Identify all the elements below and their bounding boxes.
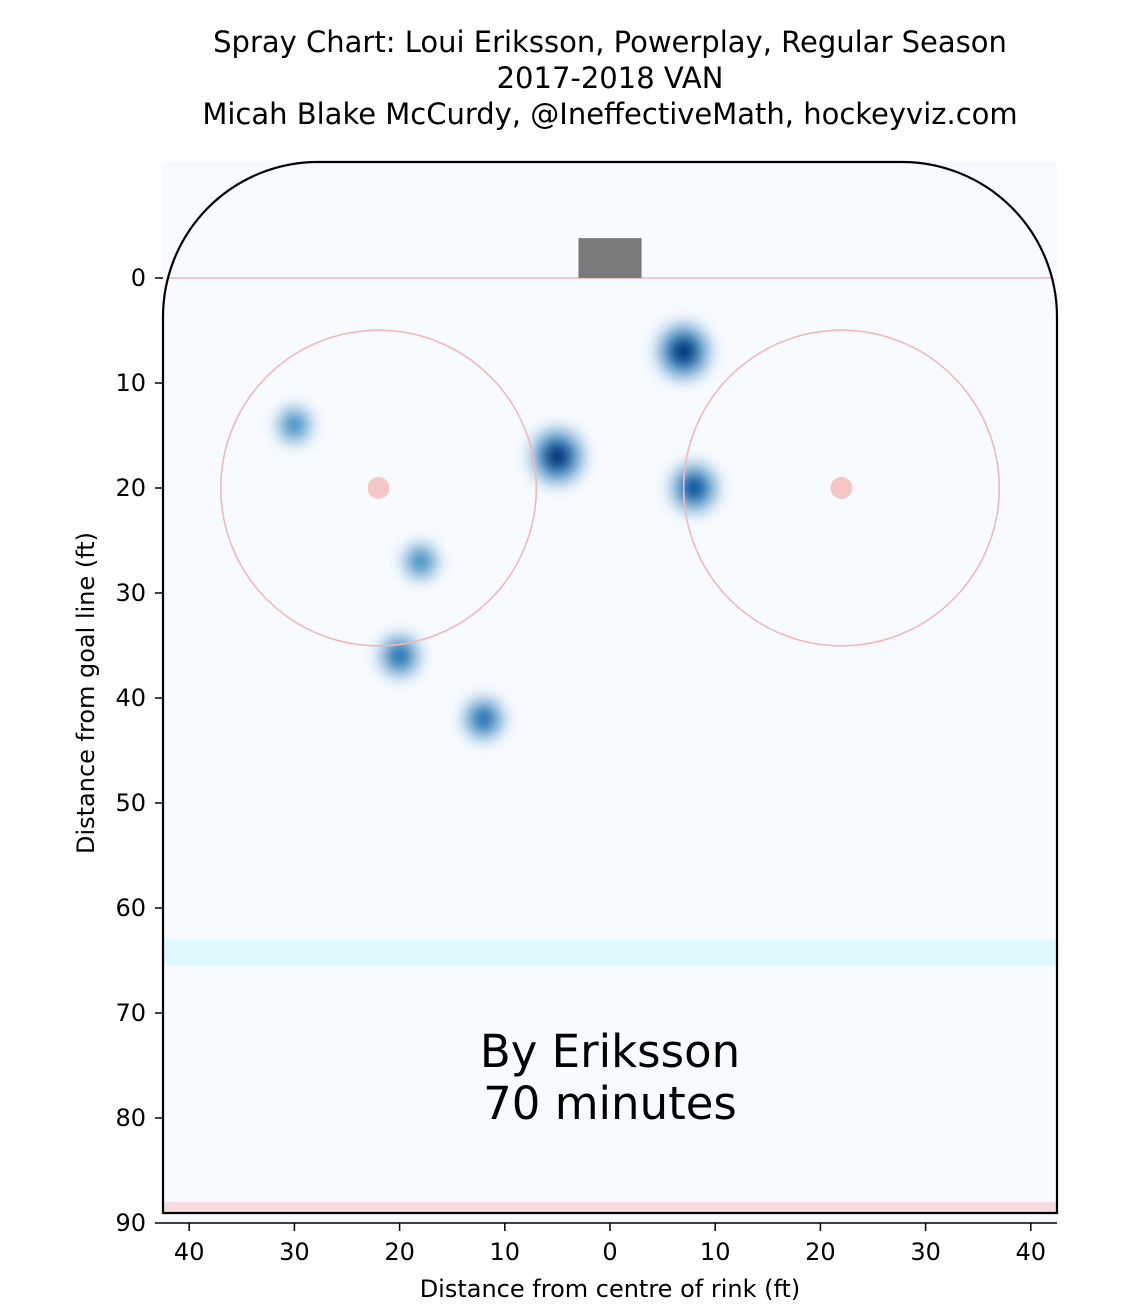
x-tick-label: 10 — [490, 1238, 521, 1266]
faceoff-circle — [682, 329, 1001, 647]
centre-line — [163, 1202, 1057, 1213]
rink-markings — [163, 238, 1057, 1213]
y-axis-label: Distance from goal line (ft) — [72, 532, 100, 854]
y-tick-label: 10 — [115, 369, 146, 397]
rink-boards-outline — [161, 160, 1059, 1215]
y-tick-label: 40 — [115, 684, 146, 712]
x-tick-label: 30 — [279, 1238, 310, 1266]
x-tick-label: 0 — [602, 1238, 617, 1266]
density-level — [684, 477, 704, 499]
density-hotspot — [664, 456, 724, 520]
density-blobs — [271, 316, 724, 747]
density-hotspot — [457, 691, 511, 747]
density-hotspot — [524, 421, 591, 492]
density-hotspot — [397, 537, 444, 586]
density-level — [547, 446, 568, 467]
x-axis: 40 30 20 10 0 10 20 30 40 — [163, 1222, 1057, 1266]
y-tick-label: 20 — [115, 474, 146, 502]
chart-annotation: By Eriksson 70 minutes — [480, 1025, 740, 1130]
annotation-line-1: By Eriksson — [480, 1025, 740, 1078]
goal-net — [578, 238, 642, 278]
y-tick-label: 50 — [115, 789, 146, 817]
y-tick-label: 90 — [115, 1209, 146, 1237]
density-level — [389, 645, 410, 667]
x-axis-label: Distance from centre of rink (ft) — [420, 1275, 801, 1303]
x-tick-label: 40 — [1016, 1238, 1047, 1266]
density-level — [673, 341, 694, 362]
blue-line — [163, 939, 1057, 966]
title-line-2: 2017-2018 VAN — [497, 61, 724, 95]
density-level — [284, 414, 305, 436]
x-tick-label: 40 — [174, 1238, 205, 1266]
faceoff-dot — [367, 477, 390, 499]
density-hotspot — [271, 400, 318, 450]
density-hotspot — [373, 628, 427, 684]
x-tick-label: 10 — [700, 1238, 731, 1266]
title-line-3: Micah Blake McCurdy, @IneffectiveMath, h… — [202, 97, 1017, 131]
x-tick-label: 20 — [384, 1238, 415, 1266]
x-tick-label: 20 — [805, 1238, 836, 1266]
rink-overlay — [219, 329, 1001, 647]
y-tick-label: 30 — [115, 579, 146, 607]
y-tick-label: 80 — [115, 1104, 146, 1132]
annotation-line-2: 70 minutes — [483, 1077, 737, 1130]
title-line-1: Spray Chart: Loui Eriksson, Powerplay, R… — [213, 25, 1007, 59]
x-tick-label: 30 — [910, 1238, 941, 1266]
chart-title: Spray Chart: Loui Eriksson, Powerplay, R… — [202, 25, 1017, 131]
density-level — [474, 708, 494, 730]
faceoff-circle — [219, 329, 538, 647]
y-axis: 0 10 20 30 40 50 60 70 80 90 — [115, 264, 163, 1237]
y-tick-label: 0 — [131, 264, 146, 292]
faceoff-dot — [830, 477, 853, 499]
density-hotspot — [650, 316, 717, 387]
y-tick-label: 60 — [115, 894, 146, 922]
density-level — [410, 551, 431, 572]
plot-area: By Eriksson 70 minutes — [161, 160, 1059, 1223]
shot-density — [271, 316, 724, 747]
y-tick-label: 70 — [115, 999, 146, 1027]
plot-background — [163, 162, 1057, 1223]
